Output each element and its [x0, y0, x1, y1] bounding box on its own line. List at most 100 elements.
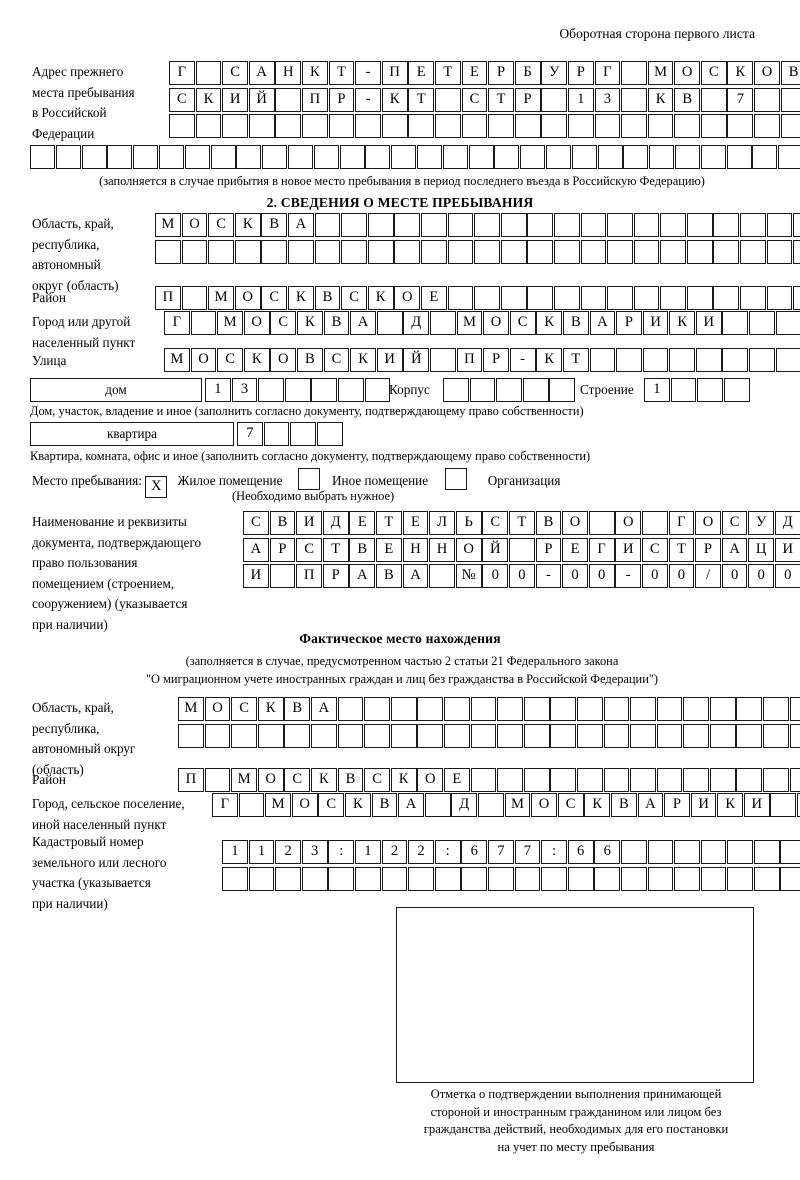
section2-district-cell[interactable]: О	[234, 286, 261, 310]
actual-settlement-cell[interactable]: К	[584, 793, 611, 817]
section2-district-cell[interactable]: К	[367, 286, 394, 310]
cadastral-cell[interactable]	[674, 840, 700, 864]
actual-settlement-cell[interactable]	[770, 793, 797, 817]
actual-district-cell[interactable]	[656, 768, 683, 792]
previous-address-cell[interactable]: У	[541, 61, 568, 85]
section2-city-cell[interactable]	[722, 311, 749, 335]
previous-address-full-cell[interactable]	[468, 145, 494, 169]
previous-address-cell[interactable]: М	[647, 61, 674, 85]
document-cell[interactable]: И	[243, 564, 269, 589]
stroenie-cell[interactable]: 1	[644, 378, 670, 402]
section2-city-cell[interactable]: О	[483, 311, 509, 335]
section2-region-cell[interactable]	[447, 213, 474, 237]
actual-region-cell[interactable]	[390, 723, 417, 748]
actual-district-cell[interactable]: М	[231, 768, 257, 792]
actual-settlement-cell[interactable]: Г	[212, 793, 238, 817]
previous-address-full-cell[interactable]	[416, 145, 442, 169]
previous-address-full-cell[interactable]	[778, 145, 800, 169]
flat-number-cell[interactable]	[263, 422, 290, 446]
korpus-cells[interactable]	[443, 378, 576, 402]
previous-address-cell[interactable]	[754, 114, 780, 139]
actual-region-cell[interactable]: О	[204, 697, 231, 721]
section2-region-cell[interactable]	[793, 239, 800, 264]
document-cell[interactable]: С	[243, 511, 269, 535]
section2-street-cell[interactable]: М	[164, 348, 190, 372]
actual-district-cell[interactable]: П	[178, 768, 204, 792]
section2-district-cell[interactable]	[660, 286, 687, 310]
previous-address-full-cell[interactable]	[55, 145, 81, 169]
actual-district-cell[interactable]: О	[257, 768, 284, 792]
section2-region-cell[interactable]	[420, 239, 447, 264]
flat-number-cell[interactable]	[290, 422, 316, 446]
stroenie-cell[interactable]	[697, 378, 723, 402]
section2-city-cell[interactable]: О	[243, 311, 270, 335]
document-cell[interactable]: И	[296, 511, 322, 535]
section2-region-cell[interactable]	[420, 213, 447, 237]
korpus-cell[interactable]	[496, 378, 522, 402]
actual-district-cell[interactable]	[204, 768, 231, 792]
previous-address-cell[interactable]: Г	[594, 61, 621, 85]
actual-district-cell[interactable]	[683, 768, 710, 792]
previous-address-cell[interactable]	[514, 114, 541, 139]
section2-region-cell[interactable]	[660, 213, 687, 237]
house-number-cell[interactable]	[284, 378, 311, 402]
document-cell[interactable]: С	[482, 511, 509, 535]
previous-address-cell[interactable]	[488, 114, 514, 139]
actual-region-cell[interactable]	[709, 697, 736, 721]
section2-city-cell[interactable]	[429, 311, 456, 335]
previous-address-full-cell[interactable]	[391, 145, 417, 169]
document-cell[interactable]: 0	[748, 564, 775, 589]
house-number-cell[interactable]	[311, 378, 338, 402]
cadastral-cell[interactable]	[514, 866, 541, 891]
korpus-cell[interactable]	[522, 378, 549, 402]
previous-address-cell[interactable]: Б	[514, 61, 541, 85]
actual-settlement-cell[interactable]: А	[637, 793, 664, 817]
cadastral-cell[interactable]	[780, 866, 800, 891]
actual-region-cell[interactable]	[257, 723, 284, 748]
previous-address-full-cell[interactable]	[597, 145, 623, 169]
document-cell[interactable]: В	[269, 511, 296, 535]
section2-street-cell[interactable]: К	[243, 348, 270, 372]
actual-settlement-cell[interactable]: Р	[664, 793, 690, 817]
previous-address-cell[interactable]: Т	[408, 87, 435, 112]
previous-address-cell[interactable]: Т	[488, 87, 514, 112]
actual-region-cell[interactable]	[417, 697, 444, 721]
section2-district-cell[interactable]: В	[314, 286, 341, 310]
actual-region-cell[interactable]	[364, 697, 390, 721]
previous-address-full-cell[interactable]	[339, 145, 365, 169]
cadastral-cell[interactable]: :	[328, 840, 355, 864]
section2-district-cell[interactable]	[766, 286, 793, 310]
section2-city-cell[interactable]: С	[509, 311, 536, 335]
document-cell[interactable]	[588, 511, 615, 535]
section2-district-cell[interactable]	[686, 286, 713, 310]
actual-region-cell[interactable]	[576, 697, 603, 721]
cadastral-cell[interactable]: :	[434, 840, 461, 864]
section2-district-cell[interactable]: С	[261, 286, 288, 310]
document-cell[interactable]: В	[349, 537, 376, 562]
previous-address-cell[interactable]	[222, 114, 248, 139]
document-cell[interactable]: Т	[375, 511, 402, 535]
section2-district-cell[interactable]	[740, 286, 766, 310]
document-cell[interactable]: Р	[695, 537, 721, 562]
actual-region-cell[interactable]	[789, 697, 800, 721]
previous-address-cell[interactable]: А	[248, 61, 275, 85]
section2-region-cell[interactable]	[633, 239, 660, 264]
actual-region-cell[interactable]: К	[257, 697, 284, 721]
previous-address-cell[interactable]	[594, 114, 621, 139]
section2-region-cell[interactable]	[633, 213, 660, 237]
document-cell[interactable]: Л	[429, 511, 455, 535]
section2-region-cell[interactable]	[314, 239, 341, 264]
previous-address-full-cell[interactable]	[210, 145, 236, 169]
document-cell[interactable]: С	[641, 537, 668, 562]
house-number-cell[interactable]	[258, 378, 284, 402]
section2-region-cell[interactable]: В	[261, 213, 288, 237]
document-cell[interactable]: Д	[322, 511, 349, 535]
previous-address-cell[interactable]	[434, 114, 461, 139]
actual-settlement-cell[interactable]: О	[291, 793, 318, 817]
cadastral-cell[interactable]	[727, 840, 754, 864]
actual-region-cell[interactable]	[470, 723, 497, 748]
section2-city-cell[interactable]: К	[669, 311, 696, 335]
previous-address-cell[interactable]: Р	[567, 61, 594, 85]
